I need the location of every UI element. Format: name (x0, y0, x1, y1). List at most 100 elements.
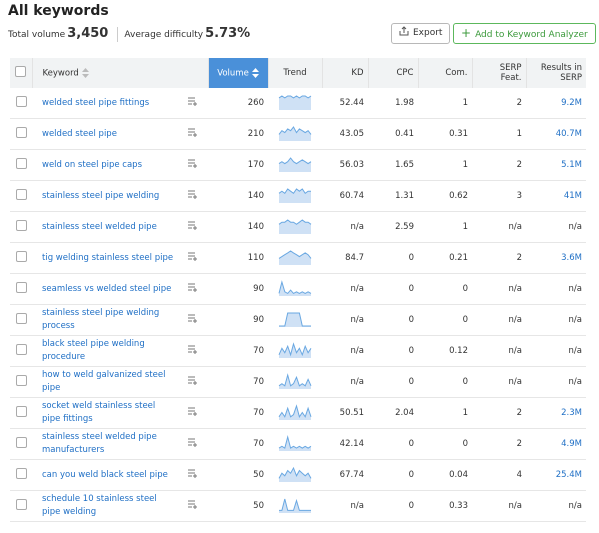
keyword-link[interactable]: welded steel pipe (32, 118, 178, 150)
results[interactable]: 9.2M (526, 88, 586, 119)
results[interactable]: 5.1M (526, 149, 586, 181)
serp: 2 (472, 88, 526, 119)
results[interactable]: 3.6M (526, 242, 586, 274)
keyword-link[interactable]: seamless vs welded steel pipe (32, 273, 178, 305)
add-to-list-icon[interactable] (188, 97, 198, 106)
checkbox[interactable] (15, 96, 27, 107)
keyword-link[interactable]: schedule 10 stainless steel pipe welding (32, 490, 178, 522)
add-to-list-icon[interactable] (188, 469, 198, 478)
column-header-label: Trend (283, 68, 307, 78)
results[interactable]: 2.3M (526, 397, 586, 429)
keyword-link[interactable]: weld on steel pipe caps (32, 149, 178, 181)
trend-cell (268, 304, 322, 336)
checkbox[interactable] (15, 66, 27, 77)
checkbox[interactable] (15, 313, 27, 324)
add-to-list-cell (178, 490, 208, 522)
results[interactable]: 4.9M (526, 428, 586, 460)
trend-sparkline (278, 156, 312, 172)
column-header[interactable]: Volume (207, 58, 268, 88)
checkbox[interactable] (15, 127, 27, 138)
add-to-list-icon[interactable] (188, 221, 198, 230)
kd: 56.03 (322, 149, 368, 181)
add-button[interactable]: + Add to Keyword Analyzer (453, 23, 596, 44)
keyword-link[interactable]: stainless steel pipe welding process (32, 304, 178, 336)
checkbox[interactable] (15, 499, 27, 510)
trend-line (278, 341, 312, 357)
checkbox[interactable] (15, 220, 27, 231)
export-icon (399, 26, 409, 36)
column-header[interactable]: CPC (367, 58, 418, 88)
add-to-list-icon[interactable] (188, 407, 198, 416)
keyword-link[interactable]: black steel pipe welding procedure (32, 335, 178, 367)
checkbox[interactable] (15, 344, 27, 355)
column-header[interactable]: Com. (417, 58, 472, 88)
keyword-link[interactable]: how to weld galvanized steel pipe (32, 366, 178, 398)
column-header[interactable]: KD (321, 58, 368, 88)
com: 0.12 (418, 335, 472, 367)
checkbox[interactable] (15, 375, 27, 386)
keyword-link[interactable]: stainless steel welded pipe manufacturer… (32, 428, 178, 460)
add-to-list-icon[interactable] (188, 128, 198, 137)
com: 0 (418, 304, 472, 336)
add-to-list-icon[interactable] (188, 190, 198, 199)
cpc: 2.04 (368, 397, 418, 429)
volume: 140 (208, 180, 268, 212)
table-row: welded steel pipe fittings 260 52.44 1.98 1 2… (10, 88, 586, 119)
avg-difficulty-label: Average difficulty (124, 30, 204, 40)
com: 0 (418, 366, 472, 398)
column-header[interactable]: Keyword (31, 58, 208, 88)
volume: 70 (208, 428, 268, 460)
plus-icon: + (461, 26, 472, 40)
keyword-link[interactable]: stainless steel welded pipe (32, 211, 178, 243)
checkbox-cell (10, 459, 32, 491)
keyword-link[interactable]: can you weld black steel pipe (32, 459, 178, 491)
kd: n/a (322, 211, 368, 243)
column-header[interactable]: SERP Feat. (471, 58, 526, 88)
add-to-list-icon[interactable] (188, 159, 198, 168)
serp: 2 (472, 397, 526, 429)
serp: 1 (472, 118, 526, 150)
export-button[interactable]: Export (391, 23, 451, 44)
results[interactable]: 41M (526, 180, 586, 212)
com: 1 (418, 88, 472, 119)
add-to-list-icon[interactable] (188, 283, 198, 292)
add-to-list-icon[interactable] (188, 500, 198, 509)
checkbox[interactable] (15, 189, 27, 200)
add-to-list-icon[interactable] (188, 438, 198, 447)
cpc: 2.59 (368, 211, 418, 243)
cpc: 0.41 (368, 118, 418, 150)
icon-lines (188, 376, 197, 385)
trend-area (279, 219, 311, 234)
keyword-link[interactable]: socket weld stainless steel pipe fitting… (32, 397, 178, 429)
volume: 110 (208, 242, 268, 274)
serp: n/a (472, 304, 526, 336)
trend-sparkline (278, 372, 312, 389)
trend-line (279, 498, 311, 511)
add-to-list-icon[interactable] (188, 376, 198, 385)
checkbox[interactable] (15, 282, 27, 293)
column-header[interactable]: Results in SERP (525, 58, 586, 88)
table-row: tig welding stainless steel pipe 110 84.7 0… (10, 242, 586, 274)
keyword-link[interactable]: stainless steel pipe welding (32, 180, 178, 212)
checkbox[interactable] (15, 251, 27, 262)
checkbox[interactable] (15, 158, 27, 169)
page-title: All keywords (8, 3, 109, 19)
volume: 210 (208, 118, 268, 150)
checkbox[interactable] (15, 468, 27, 479)
results[interactable]: 25.4M (526, 459, 586, 491)
results[interactable]: 40.7M (526, 118, 586, 150)
keyword-link[interactable]: welded steel pipe fittings (32, 88, 178, 119)
trend-cell (268, 335, 322, 367)
column-header: Trend (267, 58, 322, 88)
keyword-link[interactable]: tig welding stainless steel pipe (32, 242, 178, 274)
kd: n/a (322, 273, 368, 305)
add-to-list-icon[interactable] (188, 314, 198, 323)
add-to-list-icon[interactable] (188, 252, 198, 261)
serp: n/a (472, 335, 526, 367)
com: 0.21 (418, 242, 472, 274)
checkbox[interactable] (15, 437, 27, 448)
trend-cell (268, 149, 322, 181)
checkbox[interactable] (15, 406, 27, 417)
add-to-list-icon[interactable] (188, 345, 198, 354)
column-header-label: Results in SERP (540, 63, 582, 83)
